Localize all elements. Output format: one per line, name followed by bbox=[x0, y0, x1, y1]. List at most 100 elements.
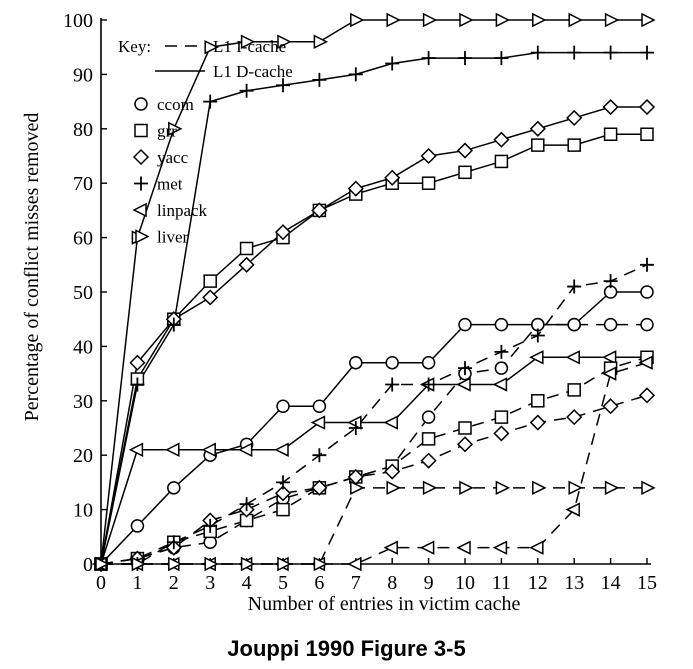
y-axis-title: Percentage of conflict misses removed bbox=[21, 113, 43, 422]
point-met-icache-11 bbox=[494, 344, 509, 359]
legend-marker-met bbox=[134, 176, 148, 191]
point-yacc-dcache-9 bbox=[420, 147, 437, 165]
point-linpack-dcache-3 bbox=[201, 442, 216, 457]
point-yacc-dcache-6 bbox=[311, 202, 328, 219]
x-tick-label: 5 bbox=[278, 572, 288, 594]
x-tick-label: 11 bbox=[492, 572, 511, 594]
point-grr-icache-13 bbox=[567, 383, 581, 397]
point-linpack-dcache-1 bbox=[128, 442, 144, 457]
point-grr-dcache-10 bbox=[458, 165, 472, 180]
legend-marker-grr bbox=[134, 123, 148, 138]
y-tick-label: 70 bbox=[73, 173, 93, 195]
y-tick-label: 40 bbox=[73, 336, 93, 358]
point-met-dcache-4 bbox=[239, 83, 254, 98]
point-ccom-dcache-15 bbox=[640, 285, 654, 299]
point-met-icache-9 bbox=[421, 377, 436, 392]
point-liver-dcache-5 bbox=[277, 34, 292, 49]
y-tick-label: 80 bbox=[73, 119, 93, 141]
point-linpack-dcache-4 bbox=[237, 442, 253, 457]
point-liver-dcache-12 bbox=[532, 12, 547, 28]
point-yacc-icache-10 bbox=[456, 436, 474, 453]
point-liver-icache-8 bbox=[386, 480, 401, 496]
point-liver-icache-10 bbox=[459, 480, 474, 496]
legend-label-ccom: ccom bbox=[157, 95, 194, 114]
point-ccom-icache-9 bbox=[421, 410, 436, 424]
point-grr-icache-10 bbox=[458, 421, 472, 435]
point-grr-dcache-3 bbox=[203, 274, 217, 288]
point-yacc-dcache-1 bbox=[129, 354, 146, 371]
point-met-dcache-8 bbox=[385, 56, 400, 71]
point-liver-icache-14 bbox=[604, 480, 620, 496]
point-grr-icache-9 bbox=[421, 432, 436, 446]
point-yacc-icache-13 bbox=[566, 409, 583, 426]
y-tick-label: 50 bbox=[73, 282, 93, 304]
point-linpack-icache-14 bbox=[601, 366, 617, 381]
point-linpack-icache-12 bbox=[529, 540, 544, 555]
point-liver-dcache-10 bbox=[459, 12, 474, 28]
point-liver-icache-7 bbox=[350, 480, 365, 496]
series-line-met-icache bbox=[101, 264, 648, 565]
series-line-yacc-dcache bbox=[100, 106, 647, 565]
point-liver-dcache-14 bbox=[604, 12, 620, 28]
point-yacc-icache-14 bbox=[602, 398, 619, 415]
point-linpack-icache-13 bbox=[565, 502, 580, 517]
point-met-icache-4 bbox=[239, 497, 254, 512]
point-yacc-dcache-11 bbox=[493, 131, 510, 148]
legend-label-met: met bbox=[157, 175, 183, 194]
point-grr-dcache-9 bbox=[421, 176, 436, 190]
legend-key-label: Key: bbox=[118, 37, 151, 56]
x-tick-label: 4 bbox=[242, 572, 252, 594]
legend-label-grr: grr bbox=[157, 122, 177, 141]
point-ccom-dcache-5 bbox=[276, 399, 290, 413]
point-met-icache-7 bbox=[348, 421, 363, 435]
point-yacc-dcache-5 bbox=[274, 224, 292, 241]
legend-marker-yacc bbox=[132, 148, 150, 166]
point-yacc-icache-9 bbox=[420, 452, 437, 469]
point-yacc-icache-12 bbox=[529, 414, 546, 431]
point-liver-icache-6 bbox=[313, 556, 329, 572]
legend-label-linpack: linpack bbox=[157, 201, 208, 220]
point-grr-dcache-12 bbox=[531, 138, 545, 152]
point-yacc-icache-5 bbox=[274, 485, 292, 502]
point-met-dcache-11 bbox=[494, 51, 509, 66]
point-met-icache-6 bbox=[312, 448, 327, 463]
x-axis-title: Number of entries in victim cache bbox=[248, 593, 521, 615]
point-met-icache-10 bbox=[458, 361, 472, 376]
point-linpack-dcache-7 bbox=[347, 415, 362, 430]
point-met-dcache-10 bbox=[458, 51, 472, 66]
point-liver-dcache-13 bbox=[568, 12, 583, 28]
point-met-icache-14 bbox=[603, 274, 618, 289]
point-yacc-dcache-8 bbox=[384, 169, 401, 186]
point-met-dcache-9 bbox=[421, 51, 436, 66]
point-liver-icache-11 bbox=[495, 480, 511, 496]
point-ccom-icache-15 bbox=[640, 317, 654, 332]
point-linpack-icache-15 bbox=[638, 355, 653, 370]
series-line-yacc-icache bbox=[100, 394, 648, 565]
point-linpack-dcache-13 bbox=[565, 350, 580, 365]
point-met-dcache-1 bbox=[130, 377, 145, 392]
series-line-ccom-icache bbox=[100, 323, 647, 565]
point-linpack-dcache-2 bbox=[165, 442, 180, 457]
point-liver-icache-3 bbox=[204, 556, 219, 572]
point-linpack-dcache-6 bbox=[310, 415, 326, 430]
x-tick-label: 7 bbox=[351, 572, 361, 594]
series-line-linpack-icache bbox=[101, 362, 648, 565]
point-grr-icache-12 bbox=[531, 394, 545, 408]
point-liver-icache-9 bbox=[422, 480, 438, 496]
point-linpack-dcache-11 bbox=[492, 377, 508, 392]
series-line-liver-dcache bbox=[100, 19, 647, 565]
point-yacc-dcache-13 bbox=[566, 109, 583, 126]
point-liver-icache-12 bbox=[532, 480, 547, 496]
point-liver-dcache-6 bbox=[313, 34, 329, 49]
point-liver-icache-5 bbox=[277, 556, 292, 572]
point-ccom-icache-14 bbox=[603, 317, 618, 332]
legend-line-label: L1 I-cache bbox=[213, 37, 286, 56]
figure-caption: Jouppi 1990 Figure 3-5 bbox=[227, 636, 466, 661]
legend-marker-linpack bbox=[132, 202, 147, 218]
point-yacc-dcache-14 bbox=[602, 98, 619, 116]
point-linpack-icache-8 bbox=[383, 540, 398, 555]
point-yacc-dcache-15 bbox=[638, 98, 656, 116]
point-liver-icache-0 bbox=[95, 556, 110, 572]
point-met-dcache-5 bbox=[276, 78, 290, 93]
